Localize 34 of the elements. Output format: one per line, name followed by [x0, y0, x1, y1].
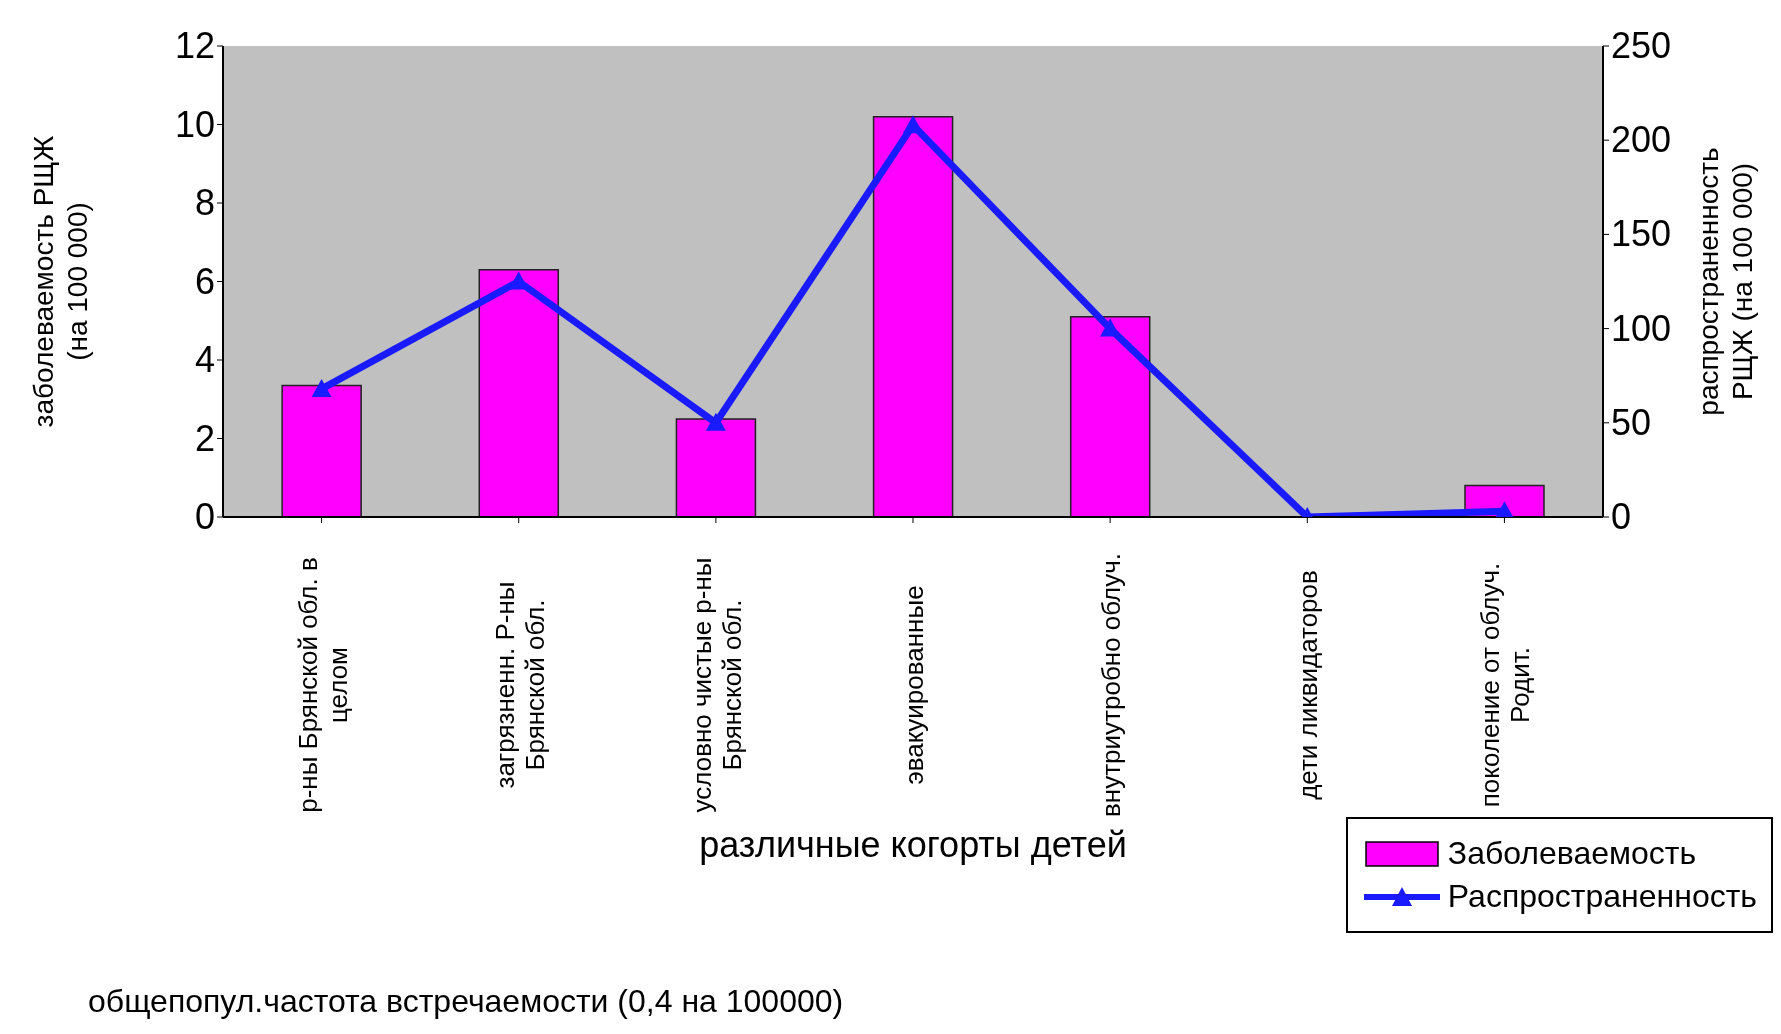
x-tick-label: дети ликвидаторов [1293, 570, 1324, 800]
y2-tick-label: 250 [1611, 25, 1672, 66]
x-tick-label: эвакуированные [899, 585, 929, 785]
y2-tick-label: 100 [1611, 307, 1672, 349]
x-tick-label: р-ны Брянской обл. в целом [292, 557, 353, 813]
y2-tick-label: 150 [1611, 213, 1672, 255]
bar [872, 115, 954, 517]
point [903, 115, 923, 134]
y2-tick-label: 0 [1611, 496, 1632, 537]
bar [1069, 316, 1151, 517]
x-axis-title: различные когорты детей [699, 824, 1127, 865]
bar [675, 418, 757, 517]
x-tick-label: поколение от облуч. Родит. [1475, 562, 1536, 808]
y-tick-label: 6 [194, 260, 215, 302]
x-tick-label: загрязненн. Р-ны Брянской обл. [489, 581, 550, 789]
bar [281, 384, 362, 517]
point [705, 412, 726, 431]
y2-tick-label: 50 [1611, 401, 1652, 443]
y-axis-title: заболеваемость РЩЖ (на 100 000) [28, 135, 93, 428]
y-tick-label: 4 [194, 339, 215, 380]
legend-label: Распространенность [1447, 878, 1757, 915]
y-tick-label: 12 [174, 25, 215, 66]
bar [478, 268, 560, 517]
y-tick-label: 10 [174, 103, 215, 145]
y-tick-label: 0 [194, 496, 215, 537]
y2-axis-title: распространенность РЩЖ (на 100 000) [1693, 147, 1758, 416]
x-tick-label: условно чистые р-ны Брянской обл. [686, 557, 747, 813]
y-tick-label: 2 [194, 417, 215, 459]
x-tick-label: внутриутробно облуч. [1096, 553, 1127, 817]
point [311, 378, 332, 397]
text: общепопул.частота встречаемости (0,4 на 100000) [88, 983, 844, 1020]
y2-tick-label: 200 [1611, 119, 1672, 161]
legend-label: Заболеваемость [1447, 835, 1697, 872]
y-tick-label: 8 [194, 182, 215, 223]
